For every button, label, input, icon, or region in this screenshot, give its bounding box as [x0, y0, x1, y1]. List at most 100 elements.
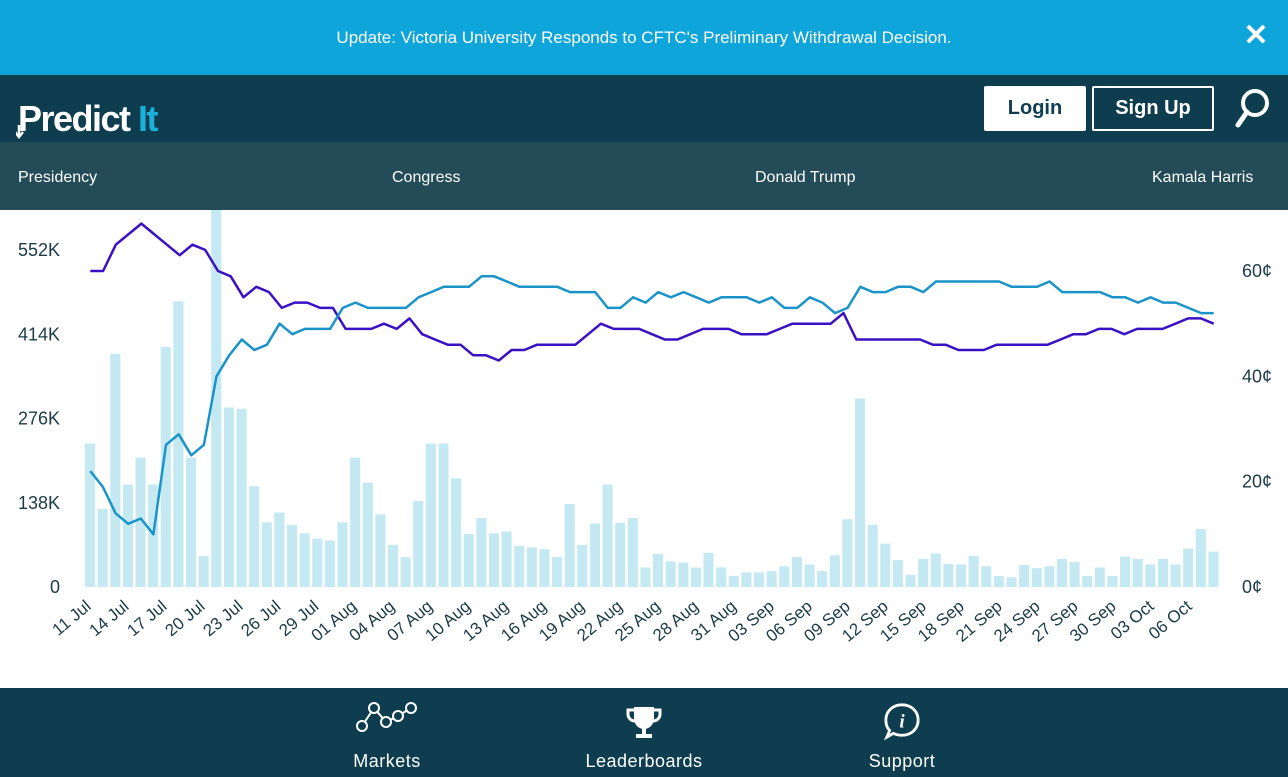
- y-left-tick: 0: [50, 577, 60, 597]
- volume-bar: [160, 347, 171, 587]
- volume-bar: [1157, 558, 1169, 587]
- y-right-tick: 20¢: [1242, 472, 1272, 492]
- price-line-1: [90, 222, 1215, 362]
- volume-bar: [286, 524, 298, 587]
- volume-bar: [85, 443, 96, 587]
- volume-bar: [955, 564, 967, 587]
- banner-text[interactable]: Update: Victoria University Responds to …: [336, 27, 952, 47]
- volume-bar: [943, 563, 954, 587]
- price-lines: [89, 222, 1215, 536]
- volume-bar: [488, 533, 500, 587]
- site-header: Predict It Login Sign Up: [0, 75, 1288, 142]
- volume-bar: [526, 547, 537, 587]
- volume-bar: [854, 398, 866, 587]
- volume-bar: [968, 555, 979, 587]
- footer-support[interactable]: i Support: [822, 688, 982, 777]
- x-tick: 20 Jul: [161, 597, 208, 641]
- info-icon: i: [884, 703, 920, 740]
- login-button[interactable]: Login: [984, 86, 1086, 131]
- volume-bar: [185, 457, 197, 587]
- volume-bar: [387, 544, 399, 587]
- volume-bar: [867, 524, 878, 587]
- volume-bar: [122, 484, 133, 587]
- volume-bar: [829, 555, 840, 587]
- footer-leaderboards[interactable]: Leaderboards: [564, 688, 724, 777]
- volume-bar: [236, 408, 247, 587]
- volume-bar: [350, 457, 361, 587]
- volume-bar: [223, 407, 234, 587]
- y-left-tick: 276K: [18, 409, 60, 429]
- volume-bar: [97, 508, 108, 587]
- volume-bar: [1145, 564, 1156, 587]
- volume-bar: [261, 522, 272, 587]
- volume-bar: [501, 531, 512, 587]
- volume-bar: [552, 557, 563, 587]
- y-axis-right: 0¢ 20¢ 40¢ 60¢: [1242, 261, 1272, 597]
- volume-bar: [880, 543, 891, 587]
- volume-bar: [615, 522, 626, 587]
- volume-bar: [930, 553, 941, 587]
- price-line-2: [89, 275, 1214, 536]
- volume-bar: [413, 500, 424, 587]
- volume-bar: [716, 567, 727, 587]
- volume-bar: [1044, 566, 1055, 587]
- volume-bar: [1006, 577, 1017, 587]
- y-left-tick: 552K: [18, 240, 60, 260]
- volume-bar: [324, 540, 335, 587]
- volume-bar: [817, 571, 828, 587]
- close-icon[interactable]: ✕: [1243, 19, 1269, 52]
- category-nav: Presidency Congress Donald Trump Kamala …: [0, 142, 1288, 210]
- volume-bar: [1107, 576, 1118, 587]
- volume-bar: [1019, 565, 1030, 587]
- x-tick: 14 Jul: [86, 597, 133, 641]
- volume-bar: [564, 503, 575, 587]
- volume-bar: [577, 544, 588, 587]
- volume-bar: [665, 561, 676, 587]
- volume-bar: [198, 555, 209, 587]
- volume-bar: [211, 210, 222, 587]
- volume-bars: [85, 210, 1219, 587]
- trophy-icon: [626, 707, 662, 738]
- nav-item-presidency[interactable]: Presidency: [18, 169, 98, 186]
- volume-bar: [728, 576, 739, 587]
- search-icon[interactable]: [1232, 87, 1272, 131]
- volume-bar: [249, 486, 260, 587]
- volume-bar: [539, 549, 550, 587]
- volume-bar: [690, 567, 701, 587]
- volume-bar: [1094, 567, 1105, 587]
- y-right-tick: 0¢: [1242, 577, 1262, 597]
- signup-button[interactable]: Sign Up: [1092, 86, 1214, 131]
- volume-bar: [463, 533, 474, 587]
- volume-bar: [1208, 551, 1219, 587]
- volume-bar: [678, 562, 689, 587]
- volume-bar: [274, 512, 285, 587]
- footer-markets[interactable]: Markets: [307, 688, 467, 777]
- volume-bar: [892, 560, 903, 587]
- volume-bar: [451, 478, 462, 587]
- volume-bar: [842, 519, 853, 587]
- nav-item-kamala-harris[interactable]: Kamala Harris: [1152, 169, 1254, 186]
- volume-bar: [1132, 558, 1143, 587]
- nav-item-donald-trump[interactable]: Donald Trump: [755, 169, 856, 186]
- x-tick: 23 Jul: [199, 597, 246, 641]
- x-tick: 17 Jul: [124, 597, 171, 641]
- predictit-logo[interactable]: Predict It: [16, 95, 176, 139]
- volume-bar: [1120, 556, 1131, 587]
- volume-bar: [400, 557, 411, 587]
- volume-bar: [766, 571, 777, 587]
- volume-bar: [514, 546, 525, 587]
- y-left-tick: 414K: [18, 324, 60, 344]
- volume-bar: [589, 523, 601, 587]
- footer-leaderboards-label: Leaderboards: [585, 751, 703, 771]
- volume-bar: [905, 574, 916, 587]
- y-axis-left: 0 138K 276K 414K 552K: [18, 240, 60, 597]
- y-right-tick: 40¢: [1242, 366, 1272, 386]
- volume-bar: [741, 572, 752, 587]
- volume-bar: [640, 567, 651, 587]
- nav-item-congress[interactable]: Congress: [392, 169, 461, 186]
- volume-bar: [438, 443, 449, 587]
- volume-bar: [602, 484, 613, 587]
- volume-bar: [299, 533, 310, 587]
